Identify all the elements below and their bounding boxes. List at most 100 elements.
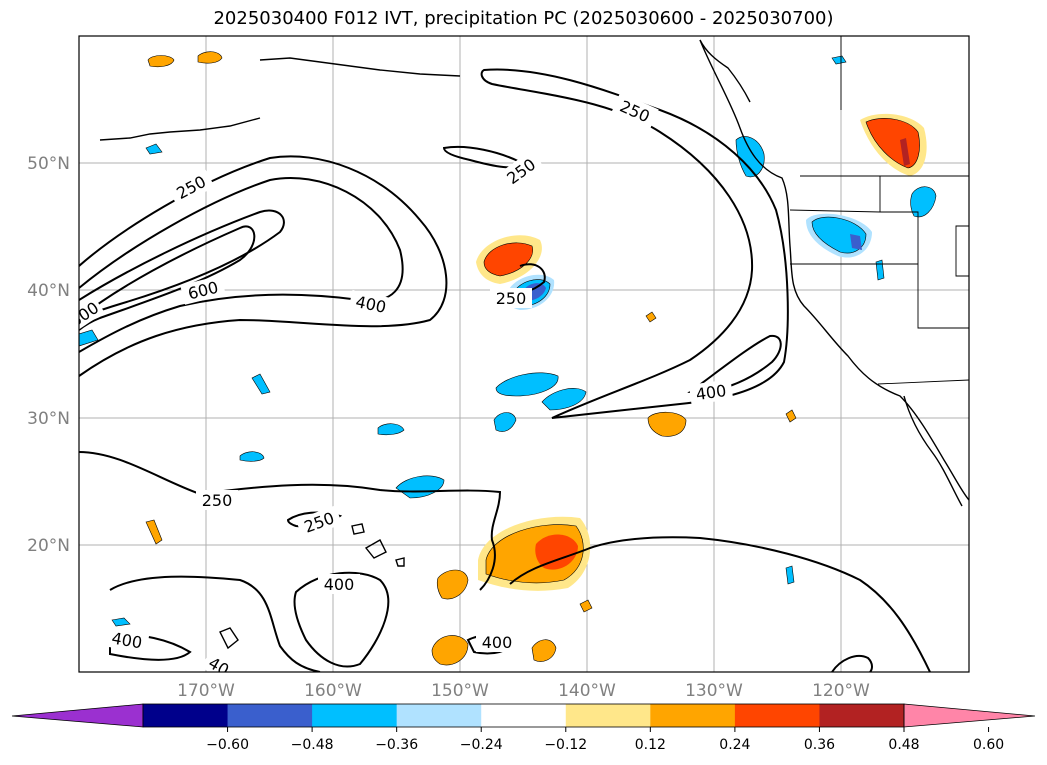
ivt-contour-250-north <box>79 155 448 377</box>
ivt-contour-se <box>831 654 873 672</box>
coastline-alaska-panhandle <box>699 39 751 103</box>
colorbar-tick-label: −0.48 <box>291 737 334 753</box>
precip-neg-patch-small-5 <box>111 617 131 627</box>
precip-neg-patch-small-1 <box>145 143 163 155</box>
precip-neg-patch-small-6 <box>831 55 847 65</box>
lon-label-140w: 140°W <box>558 681 616 701</box>
border-idaho <box>879 176 919 264</box>
colorbar-segment <box>396 704 482 727</box>
colorbar-segment <box>734 704 820 727</box>
coastline-hawaii-3 <box>395 557 405 567</box>
precip-neg-patch-small-2 <box>251 373 271 395</box>
coastline-aleutians <box>99 117 261 141</box>
longitude-labels: 170°W 160°W 150°W 140°W 130°W 120°W <box>177 681 870 701</box>
lon-label-150w: 150°W <box>431 681 489 701</box>
precip-pos-patch-small-2 <box>645 311 657 323</box>
colorbar-segment <box>312 704 398 727</box>
precip-pos-patch-subtropic-core <box>535 534 578 570</box>
precip-pos-patch-south-1 <box>431 635 469 666</box>
precip-neg-patch-mid-1 <box>495 372 559 397</box>
precip-pos-patch-bc-max <box>900 138 910 166</box>
colorbar-ticks: −0.60 −0.48 −0.36 −0.24 −0.12 0.12 0.24 0.36 0.4… <box>206 727 1004 753</box>
border-california-mexico <box>877 379 969 385</box>
colorbar-tick-label: 0.12 <box>635 737 666 753</box>
precip-neg-patch-mid-5 <box>377 423 405 436</box>
precip-neg-patch-small-4 <box>785 565 795 585</box>
coastline-north-america-west <box>699 39 969 501</box>
colorbar-tick-label: −0.60 <box>206 737 249 753</box>
colorbar-segment <box>565 704 651 727</box>
colorbar: −0.60 −0.48 −0.36 −0.24 −0.12 0.12 0.24 0.36 0.4… <box>11 703 1036 753</box>
latitude-labels: 50°N 40°N 30°N 20°N <box>27 154 70 556</box>
lat-label-50n: 50°N <box>27 154 70 174</box>
colorbar-segment <box>650 704 736 727</box>
colorbar-tick-label: 0.24 <box>719 737 750 753</box>
map-content: 250 250 250 250 250 250 250 400 400 400 … <box>79 36 969 672</box>
lat-label-20n: 20°N <box>27 536 70 556</box>
colorbar-segment <box>481 704 567 727</box>
precip-pos-patch-nw-1 <box>147 55 175 68</box>
ivt-label-400-e: 400 <box>482 633 513 652</box>
ivt-label-400-b: 400 <box>695 381 728 404</box>
ivt-contour-400-north <box>79 177 404 353</box>
precip-positive-patches <box>145 51 927 666</box>
lon-label-130w: 130°W <box>685 681 743 701</box>
precip-pos-patch-east <box>647 411 687 437</box>
precip-neg-patch-washington <box>735 136 765 178</box>
precip-neg-patch-mid-3 <box>493 412 517 432</box>
coastline-hawaii-1 <box>364 539 387 559</box>
coastline-hawaii-2 <box>351 523 365 535</box>
map-frame <box>78 35 970 673</box>
ivt-contour-250-south <box>79 451 502 591</box>
ivt-label-250-d: 250 <box>496 289 527 308</box>
lat-label-30n: 30°N <box>27 409 70 429</box>
precip-pos-patch-small-1 <box>145 519 163 545</box>
lat-label-40n: 40°N <box>27 281 70 301</box>
colorbar-left-arrow <box>11 703 144 728</box>
precip-neg-patch-idaho <box>910 186 937 218</box>
precip-negative-patches <box>79 55 937 627</box>
precip-pos-patch-small-3 <box>785 409 797 423</box>
colorbar-tick-label: 0.36 <box>804 737 835 753</box>
precip-neg-patch-mid-2 <box>541 388 587 411</box>
map-title: 2025030400 F012 IVT, precipitation PC (2… <box>213 8 834 29</box>
political-borders <box>789 36 969 385</box>
colorbar-border <box>142 703 905 728</box>
coastline-hawaii-4 <box>219 627 239 650</box>
precip-neg-patch-mid-6 <box>239 451 265 462</box>
colorbar-segment <box>227 704 313 727</box>
precip-neg-patch-mid-4 <box>395 475 445 499</box>
ivt-label-400-c: 400 <box>324 575 355 594</box>
precip-neg-patch-small-3 <box>875 259 885 281</box>
lon-label-170w: 170°W <box>177 681 235 701</box>
precip-pos-patch-nw-2 <box>197 51 223 64</box>
border-washington-oregon <box>789 209 881 213</box>
ivt-contour-400-south-2 <box>293 571 390 668</box>
colorbar-tick-label: 0.60 <box>973 737 1004 753</box>
ivt-label-250-e: 250 <box>202 491 233 510</box>
ivt-contour-250-south-east <box>509 536 931 672</box>
coastlines <box>99 39 969 650</box>
precip-pos-patch-south-3 <box>531 639 557 662</box>
precip-pos-patch-small-4 <box>579 599 593 613</box>
colorbar-tick-label: −0.24 <box>460 737 503 753</box>
coastline-baja <box>903 395 963 507</box>
border-nevada <box>917 264 969 329</box>
precip-neg-patch-west-edge <box>79 329 99 347</box>
lon-label-160w: 160°W <box>304 681 362 701</box>
ivt-contour-600 <box>79 225 256 331</box>
colorbar-tick-label: 0.48 <box>888 737 919 753</box>
colorbar-segment <box>143 704 229 727</box>
colorbar-tick-label: −0.12 <box>544 737 587 753</box>
ivt-contour-400-south <box>109 575 321 672</box>
ivt-contour-250-small <box>442 146 522 169</box>
precip-pos-patch-south-2 <box>436 569 469 600</box>
colorbar-segment <box>819 704 905 727</box>
colorbar-tick-label: −0.36 <box>375 737 418 753</box>
ivt-contours <box>79 68 931 672</box>
lon-label-120w: 120°W <box>812 681 870 701</box>
border-utah <box>955 225 969 277</box>
colorbar-right-arrow <box>903 703 1036 728</box>
ivt-contour-labels: 250 250 250 250 250 250 250 400 400 400 … <box>79 92 734 672</box>
